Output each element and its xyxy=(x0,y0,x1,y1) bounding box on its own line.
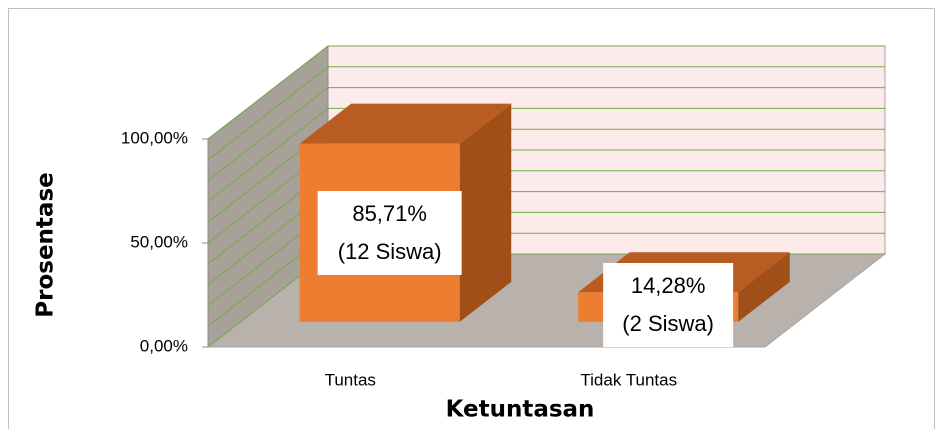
bar-side xyxy=(738,252,790,322)
value-label: 85,71% xyxy=(352,201,427,226)
grid-line xyxy=(207,107,885,202)
y-tick-label: 50,00% xyxy=(130,232,188,251)
bar-top xyxy=(299,103,512,144)
y-tick-label: 100,00% xyxy=(121,128,188,147)
grid-line xyxy=(207,45,885,140)
y-tick-label: 0,00% xyxy=(140,336,188,355)
y-axis-title: Prosentase xyxy=(33,172,59,317)
x-tick-label: Tidak Tuntas xyxy=(580,370,677,389)
bar-side xyxy=(459,103,512,322)
x-tick-label: Tuntas xyxy=(325,370,376,389)
value-label: (2 Siswa) xyxy=(622,311,714,336)
value-label: (12 Siswa) xyxy=(338,239,442,264)
value-label-box xyxy=(317,191,462,275)
grid-line xyxy=(207,87,885,181)
value-label-box xyxy=(603,263,734,347)
grid-line xyxy=(207,66,885,161)
value-label: 14,28% xyxy=(631,273,706,298)
x-axis-title: Ketuntasan xyxy=(446,397,595,423)
